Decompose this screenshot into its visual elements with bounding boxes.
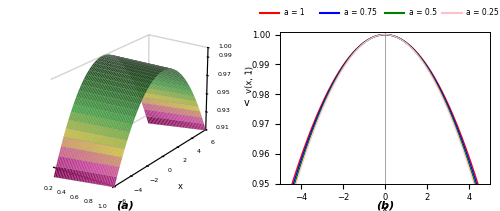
a = 0.75	[450, 115, 456, 118]
a = 1	[402, 41, 408, 43]
a = 0.25	[382, 33, 388, 36]
a = 0.25	[402, 41, 408, 44]
a = 0.75	[376, 34, 382, 36]
a = 1	[378, 34, 384, 36]
Text: a = 0.75: a = 0.75	[344, 8, 377, 17]
a = 0.75	[402, 41, 408, 43]
a = 0.5	[450, 118, 456, 120]
a = 1	[482, 207, 488, 209]
Text: (a): (a)	[116, 201, 134, 211]
Y-axis label: x: x	[178, 182, 183, 191]
a = 0.5	[376, 34, 382, 37]
Line: a = 0.75: a = 0.75	[280, 35, 490, 211]
a = 1	[382, 33, 388, 36]
Y-axis label: v: v	[244, 98, 249, 108]
a = 0.75	[391, 35, 397, 37]
X-axis label: x: x	[382, 204, 388, 211]
Line: a = 1: a = 1	[280, 35, 490, 211]
a = 1	[376, 34, 382, 36]
Text: a = 0.25: a = 0.25	[466, 8, 499, 17]
a = 0.75	[378, 34, 384, 36]
a = 0.25	[450, 120, 456, 122]
a = 1	[391, 35, 397, 37]
Line: a = 0.25: a = 0.25	[280, 35, 490, 211]
a = 0.5	[382, 33, 388, 36]
a = 0.5	[402, 41, 408, 44]
Text: (b): (b)	[376, 201, 394, 211]
a = 0.5	[378, 34, 384, 36]
a = 0.5	[391, 35, 397, 37]
Text: a = 1: a = 1	[284, 8, 304, 17]
Line: a = 0.5: a = 0.5	[280, 35, 490, 211]
a = 1	[450, 113, 456, 115]
a = 0.75	[382, 33, 388, 36]
a = 0.25	[376, 34, 382, 37]
a = 0.25	[378, 34, 384, 36]
a = 0.25	[391, 35, 397, 38]
Text: a = 0.5: a = 0.5	[409, 8, 437, 17]
